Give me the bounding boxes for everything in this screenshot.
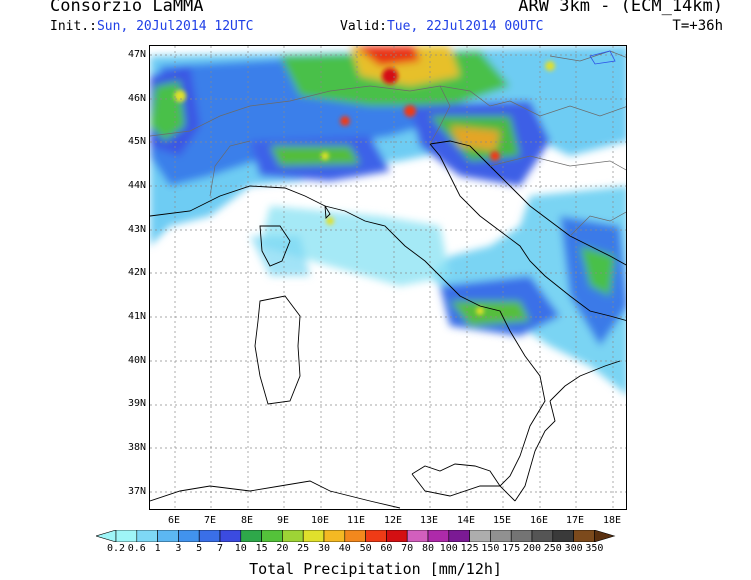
lat-label: 45N [127,136,146,147]
init-label: Init.: [50,19,97,34]
colorbar-tick-label: 10 [234,543,247,554]
colorbar-box [282,530,304,542]
colorbar-box [178,530,200,542]
lon-label: 9E [276,515,290,526]
coastlines [150,140,626,509]
lat-label: 39N [127,398,146,409]
colorbar-box [219,530,242,542]
colorbar-box [490,530,512,542]
lon-label: 8E [240,515,254,526]
precipitation-map [149,45,627,510]
colorbar-tick-label: 15 [255,543,268,554]
lat-label: 37N [127,486,146,497]
colorbar-tick-label: 3 [175,543,182,554]
lon-label: 16E [529,515,549,526]
colorbar-box [510,530,533,542]
valid-value: Tue, 22Jul2014 00UTC [386,19,544,34]
lon-label: 6E [167,515,181,526]
colorbar-tick-label: 40 [338,543,351,554]
lon-label: 7E [203,515,217,526]
colorbar-tick-label: 50 [359,543,372,554]
colorbar-tick-label: 175 [502,543,521,554]
lon-label: 12E [383,515,403,526]
colorbar-tick-label: 150 [481,543,500,554]
colorbar-tick-label: 25 [297,543,310,554]
colorbar-box [552,530,574,542]
colorbar-box [323,530,346,542]
colorbar-tick-label: 125 [460,543,479,554]
lon-label: 10E [310,515,330,526]
colorbar-box [365,530,387,542]
colorbar-box [469,530,491,542]
colorbar-tick-label: 5 [196,543,203,554]
forecast-step: T=+36h [672,18,723,34]
colorbar-high-arrow [594,530,616,542]
colorbar-low-arrow [96,530,117,542]
lat-label: 38N [127,442,146,453]
model-title: ARW 3km - (ECM_14km) [518,0,723,16]
colorbar-tick-label: 70 [401,543,414,554]
lat-label: 46N [127,93,146,104]
org-title: Consorzio LaMMA [50,0,204,16]
colorbar-tick-label: 100 [439,543,458,554]
colorbar-box [302,530,325,542]
colorbar-box [136,530,158,542]
colorbar-box [386,530,408,542]
colorbar-box [344,530,366,542]
lon-label: 15E [492,515,512,526]
lat-label: 44N [127,180,146,191]
colorbar-tick-label: 250 [543,543,562,554]
map-canvas [150,46,626,509]
colorbar [96,530,616,542]
lat-label: 42N [127,267,146,278]
colorbar-tick-label: 0.6 [127,543,146,554]
colorbar-tick-label: 80 [421,543,435,554]
colorbar-tick-label: 300 [564,543,583,554]
colorbar-box [427,530,450,542]
colorbar-box [157,530,179,542]
lon-label: 11E [346,515,366,526]
colorbar-tick-label: 60 [380,543,393,554]
colorbar-box [240,530,262,542]
init-time: Init.:Sun, 20Jul2014 12UTC [50,20,254,33]
colorbar-tick-label: 0.2 [106,543,126,554]
lat-label: 43N [127,224,146,235]
colorbar-tick-label: 20 [276,543,289,554]
colorbar-box [406,530,429,542]
valid-label: Valid: [340,19,387,34]
borders [150,50,626,237]
valid-time: Valid:Tue, 22Jul2014 00UTC [340,20,544,33]
colorbar-box [198,530,221,542]
lon-label: 13E [419,515,439,526]
lon-label: 17E [565,515,585,526]
init-value: Sun, 20Jul2014 12UTC [96,19,254,34]
colorbar-tick-label: 1 [154,543,161,554]
lat-label: 40N [127,355,146,366]
colorbar-box [115,530,138,542]
colorbar-tick-label: 30 [317,543,331,554]
lon-label: 14E [456,515,476,526]
colorbar-box [531,530,554,542]
colorbar-box [573,530,595,542]
colorbar-tick-label: 7 [216,543,224,554]
lat-label: 47N [127,49,146,60]
colorbar-box [448,530,470,542]
colorbar-box [261,530,283,542]
colorbar-tick-label: 350 [585,543,604,554]
colorbar-tick-label: 200 [522,543,542,554]
lat-label: 41N [127,311,146,322]
lon-label: 18E [602,515,622,526]
colorbar-title: Total Precipitation [mm/12h] [249,560,502,578]
